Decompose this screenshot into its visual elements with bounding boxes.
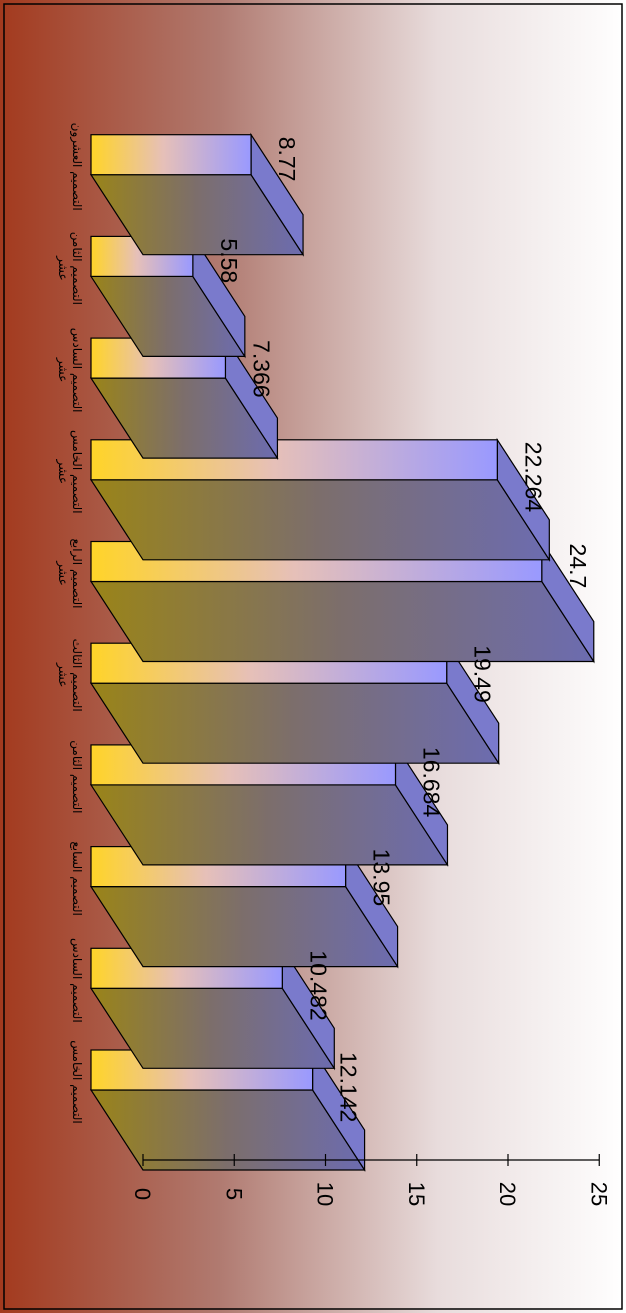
category-label: عشر — [55, 560, 70, 586]
data-label: 22.264 — [520, 442, 546, 513]
category-label: عشر — [55, 662, 70, 688]
tick-label: 20 — [495, 1182, 520, 1206]
data-label: 5.58 — [216, 238, 242, 283]
data-label: 24.7 — [565, 544, 591, 589]
data-label: 16.684 — [418, 747, 444, 818]
data-label: 8.77 — [274, 137, 300, 182]
data-label: 19.49 — [470, 645, 496, 703]
category-label: التصميم الرابع — [69, 538, 84, 608]
chart-frame — [3, 3, 623, 1310]
category-label: التصميم الثامن — [69, 740, 84, 813]
category-label: التصميم الخامس — [69, 1040, 84, 1124]
category-label: التصميم السابع — [70, 841, 84, 915]
data-label: 13.95 — [369, 849, 395, 907]
value-axis: 0 5 10 15 20 25 — [130, 1154, 611, 1206]
bar-bottom-face — [89, 885, 399, 968]
bar-10 — [89, 132, 305, 257]
tick-label: 0 — [130, 1188, 155, 1200]
category-label: التصميم السادس — [69, 938, 84, 1023]
data-label: 10.482 — [305, 950, 331, 1020]
tick-label: 25 — [586, 1182, 611, 1206]
category-label: التصميم السادس — [69, 328, 84, 413]
bar-9 — [89, 234, 246, 359]
bar-bottom-face — [89, 580, 595, 663]
category-label: التصميم الثامن — [69, 232, 84, 305]
category-label: عشر — [55, 255, 70, 281]
category-label: التصميم العشرون — [69, 123, 84, 211]
bars-layer — [89, 132, 595, 1173]
category-labels: التصميم الخامس التصميم السادس التصميم السا… — [55, 123, 84, 1124]
category-label: التصميم الخامس — [69, 430, 84, 514]
bar-front-face — [90, 134, 252, 176]
bar-3 — [89, 844, 399, 969]
tick-label: 15 — [404, 1182, 429, 1206]
category-label: عشر — [55, 357, 70, 383]
tick-label: 10 — [313, 1182, 338, 1206]
data-labels: 12.142 10.482 13.95 16.684 19.49 24.7 22.264 7.… — [216, 137, 591, 1123]
data-label: 7.366 — [248, 340, 274, 398]
category-label: عشر — [55, 459, 70, 485]
tick-label: 5 — [221, 1188, 246, 1200]
data-label: 12.142 — [336, 1052, 362, 1122]
bar-7 — [89, 437, 551, 562]
bar-bottom-face — [89, 479, 551, 561]
category-label: التصميم الثالث — [70, 639, 84, 712]
